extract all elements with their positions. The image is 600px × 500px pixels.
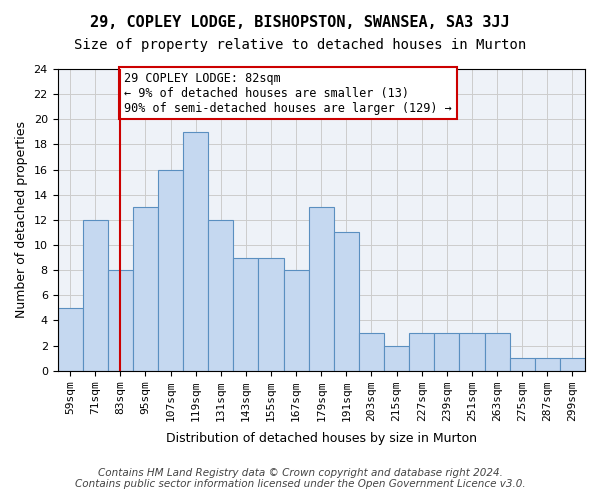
X-axis label: Distribution of detached houses by size in Murton: Distribution of detached houses by size … [166,432,477,445]
Bar [309,208,334,370]
Bar [509,358,535,370]
Bar [434,333,460,370]
Bar [284,270,309,370]
Bar [158,170,183,370]
Text: 29, COPLEY LODGE, BISHOPSTON, SWANSEA, SA3 3JJ: 29, COPLEY LODGE, BISHOPSTON, SWANSEA, S… [90,15,510,30]
Bar [384,346,409,370]
Bar [359,333,384,370]
Bar [233,258,259,370]
Bar [133,208,158,370]
Bar [259,258,284,370]
Bar [208,220,233,370]
Y-axis label: Number of detached properties: Number of detached properties [15,122,28,318]
Bar [560,358,585,370]
Bar [535,358,560,370]
Bar [409,333,434,370]
Text: 29 COPLEY LODGE: 82sqm
← 9% of detached houses are smaller (13)
90% of semi-deta: 29 COPLEY LODGE: 82sqm ← 9% of detached … [124,72,452,114]
Bar [108,270,133,370]
Bar [183,132,208,370]
Bar [485,333,509,370]
Bar [334,232,359,370]
Text: Contains public sector information licensed under the Open Government Licence v3: Contains public sector information licen… [74,479,526,489]
Bar [58,308,83,370]
Text: Size of property relative to detached houses in Murton: Size of property relative to detached ho… [74,38,526,52]
Bar [83,220,108,370]
Bar [460,333,485,370]
Text: Contains HM Land Registry data © Crown copyright and database right 2024.: Contains HM Land Registry data © Crown c… [98,468,502,477]
